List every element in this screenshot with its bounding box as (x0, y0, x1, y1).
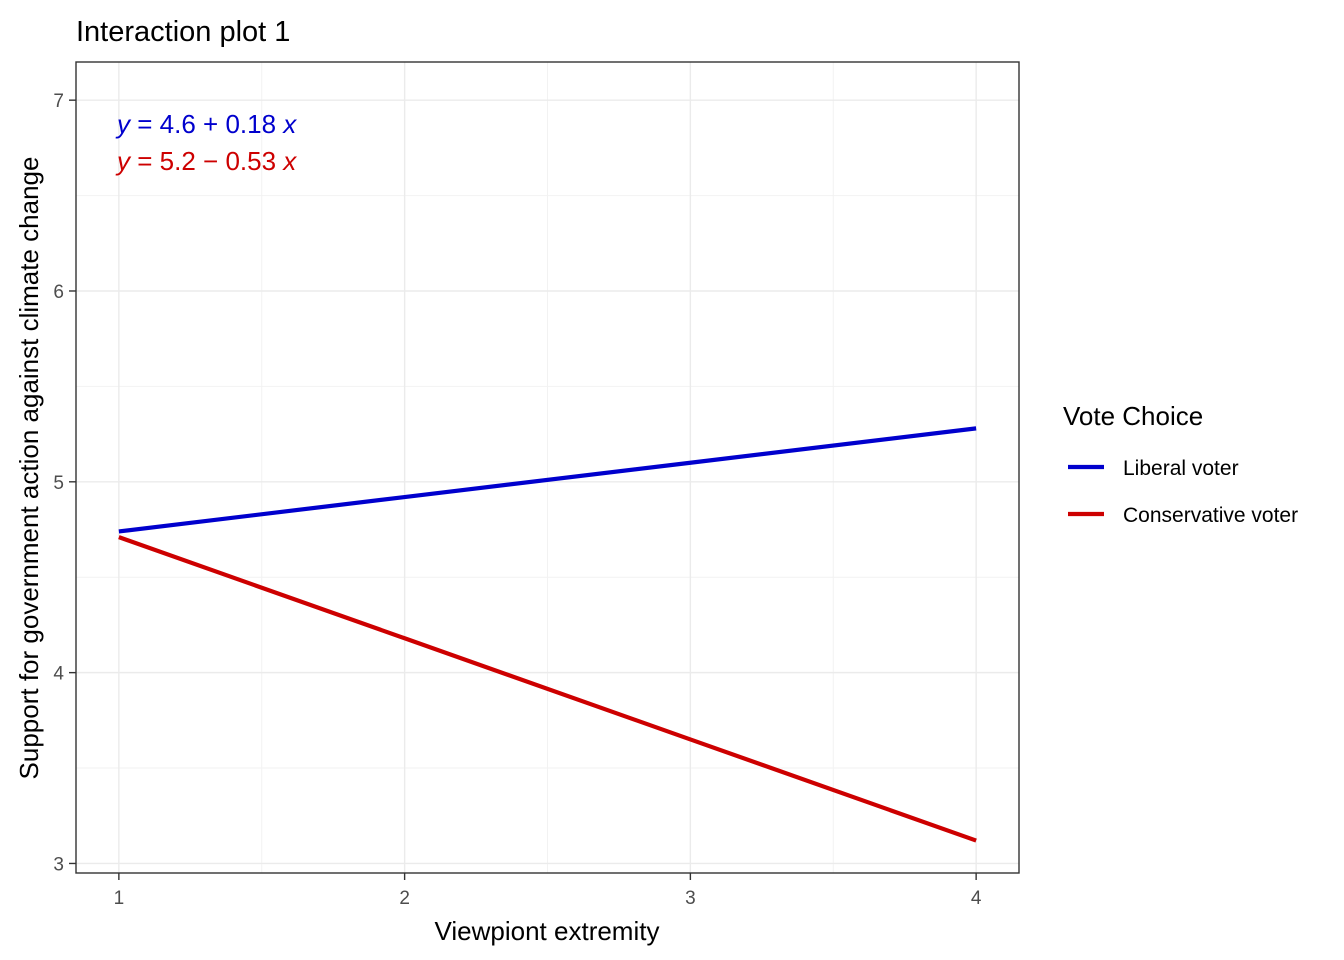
x-tick-label: 1 (114, 888, 125, 909)
series-line-conservative (118, 535, 977, 843)
y-tick-label: 4 (53, 664, 64, 685)
legend-item-conservative: Conservative voter (1068, 504, 1298, 527)
equation-part: x (281, 146, 297, 176)
y-tick-label: 3 (53, 854, 64, 875)
plot-border (75, 61, 1020, 874)
equation-part: x (281, 109, 297, 139)
equation-part: y (115, 146, 132, 176)
legend-label: Conservative voter (1123, 504, 1298, 527)
legend-item-liberal: Liberal voter (1068, 457, 1239, 480)
equation-part: y (115, 109, 132, 139)
equation-part: 5.2 (160, 146, 196, 176)
y-axis-label: Support for government action against cl… (14, 157, 44, 780)
x-tick-label: 2 (399, 888, 410, 909)
y-tick-label: 6 (53, 282, 64, 303)
equation-part: 4.6 (160, 109, 196, 139)
equation-label: y = 5.2 − 0.53 x (115, 146, 297, 176)
equation-part: 0.53 (225, 146, 276, 176)
y-tick-label: 7 (53, 91, 64, 112)
series-lines (118, 426, 977, 843)
equation-part: − (196, 146, 226, 176)
axis-ticks: 1 2 3 4 3 4 5 6 7 (53, 91, 981, 909)
legend-label: Liberal voter (1123, 457, 1239, 480)
x-tick-label: 3 (685, 888, 696, 909)
legend: Vote Choice Liberal voter Conservative vo… (1063, 401, 1298, 527)
equation-part (276, 109, 283, 139)
equation-part: = (130, 109, 160, 139)
y-tick-label: 5 (53, 473, 64, 494)
series-line-liberal (118, 426, 977, 534)
regression-equations: y = 4.6 + 0.18 xy = 5.2 − 0.53 x (115, 109, 297, 176)
equation-part: + (196, 109, 226, 139)
x-axis-label: Viewpiont extremity (435, 916, 660, 946)
legend-title: Vote Choice (1063, 401, 1203, 431)
equation-part (276, 146, 283, 176)
equation-part: 0.18 (225, 109, 276, 139)
chart-title: Interaction plot 1 (76, 16, 290, 48)
equation-part: = (130, 146, 160, 176)
equation-label: y = 4.6 + 0.18 x (115, 109, 297, 139)
x-tick-label: 4 (971, 888, 982, 909)
